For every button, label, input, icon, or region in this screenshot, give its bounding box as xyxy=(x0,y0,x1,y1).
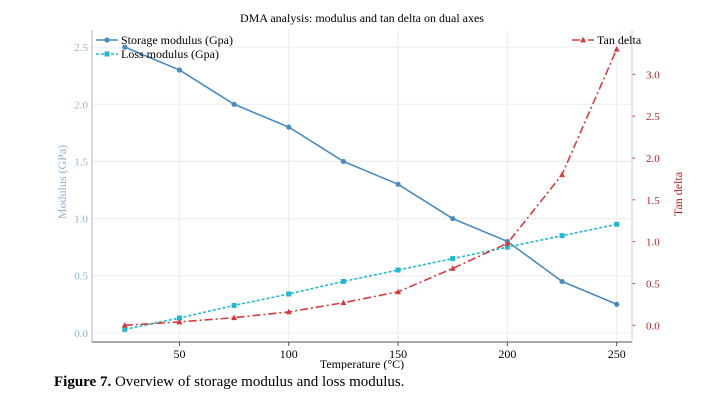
data-point xyxy=(395,267,401,273)
data-point xyxy=(286,124,292,130)
data-point xyxy=(122,326,128,332)
data-point xyxy=(614,301,620,307)
data-point xyxy=(559,171,566,178)
series-line xyxy=(124,48,618,327)
data-point xyxy=(559,233,565,239)
legend-left: Storage modulus (Gpa)Loss modulus (Gpa) xyxy=(96,33,233,61)
data-point xyxy=(176,315,182,321)
legend-swatch-marker xyxy=(104,51,110,57)
data-point xyxy=(340,278,346,284)
x-tick-label: 50 xyxy=(173,347,185,361)
legend-label: Loss modulus (Gpa) xyxy=(121,47,219,61)
data-point xyxy=(176,318,183,325)
data-point xyxy=(340,158,347,165)
legend-label: Storage modulus (Gpa) xyxy=(121,33,233,47)
legend-label: Tan delta xyxy=(597,33,642,47)
x-tick-label: 100 xyxy=(280,347,298,361)
y-axis-left-label: Modulus (GPa) xyxy=(55,145,69,219)
figure-caption: Figure 7. Overview of storage modulus an… xyxy=(54,374,405,391)
series-2 xyxy=(121,46,620,328)
y-right-tick-label: 2.5 xyxy=(646,111,660,123)
data-point xyxy=(395,288,402,295)
caption-label: Figure 7. xyxy=(54,374,112,390)
y-left-tick-label: 1.0 xyxy=(74,214,88,226)
plot-area xyxy=(92,30,632,342)
data-point xyxy=(231,314,238,321)
data-point xyxy=(504,244,510,250)
data-point xyxy=(286,291,292,297)
data-point xyxy=(395,181,401,187)
chart-title: DMA analysis: modulus and tan delta on d… xyxy=(240,11,484,25)
data-point xyxy=(285,308,292,315)
data-point xyxy=(559,278,565,285)
dma-chart: 50 100 150 200 250 0.0 0.5 1.0 1.5 2.0 2.5 0.0 0.5 1.… xyxy=(55,11,685,370)
data-point xyxy=(231,302,237,308)
legend-swatch-marker xyxy=(104,37,110,43)
y-left-tick-label: 1.5 xyxy=(74,156,88,168)
y-left-tick-label: 0.0 xyxy=(74,328,88,340)
y-left-tick-label: 2.5 xyxy=(74,42,88,54)
series-line xyxy=(124,46,618,306)
data-point xyxy=(450,215,456,222)
data-point xyxy=(449,265,456,271)
data-point xyxy=(614,221,620,227)
x-tick-label: 250 xyxy=(608,347,626,361)
data-point xyxy=(613,46,620,52)
x-axis-label: Temperature (°C) xyxy=(320,357,404,370)
series-line xyxy=(124,223,617,331)
axes: 50 100 150 200 250 0.0 0.5 1.0 1.5 2.0 2.5 0.0 0.5 1.… xyxy=(74,30,660,361)
y-right-tick-label: 0.0 xyxy=(646,320,660,332)
grid-lines xyxy=(92,30,632,342)
y-right-tick-label: 3.0 xyxy=(646,69,660,81)
y-left-tick-label: 2.0 xyxy=(74,99,88,111)
series-layer xyxy=(121,44,620,332)
x-tick-label: 200 xyxy=(498,347,516,361)
data-point xyxy=(122,44,128,50)
y-right-tick-label: 1.5 xyxy=(646,195,660,207)
legend-right: Tan delta xyxy=(572,33,642,47)
data-point xyxy=(176,67,183,73)
data-point xyxy=(450,256,456,262)
data-point xyxy=(231,101,237,107)
data-point xyxy=(121,322,128,328)
caption-text: Overview of storage modulus and loss mod… xyxy=(111,374,405,390)
y-axis-right-label: Tan delta xyxy=(671,171,685,216)
y-right-tick-label: 2.0 xyxy=(646,153,660,165)
data-point xyxy=(504,240,511,246)
data-point xyxy=(340,299,347,306)
x-tick-label: 150 xyxy=(389,347,407,361)
legend-swatch-marker xyxy=(580,36,586,43)
y-right-tick-label: 0.5 xyxy=(646,278,660,290)
y-right-tick-label: 1.0 xyxy=(646,237,660,249)
series-1 xyxy=(122,221,620,332)
y-left-tick-label: 0.5 xyxy=(74,271,88,283)
